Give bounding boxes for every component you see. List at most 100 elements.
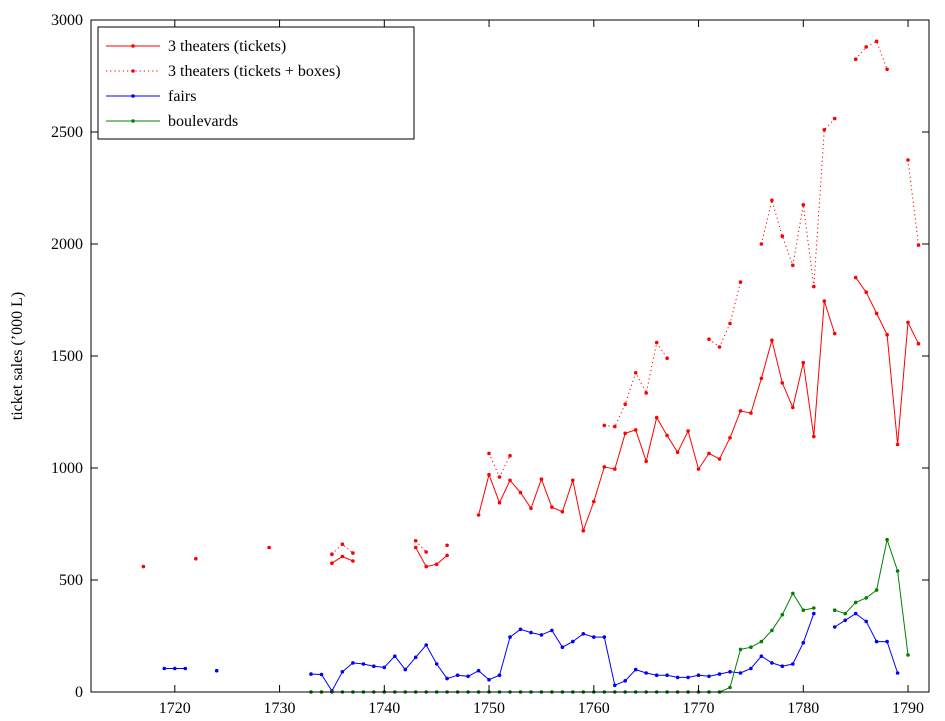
data-point (916, 341, 921, 346)
data-point (330, 561, 334, 565)
data-point (717, 457, 722, 461)
data-point (592, 635, 596, 639)
data-point (351, 551, 355, 555)
data-point (906, 653, 910, 657)
data-point (434, 662, 439, 666)
data-point (351, 661, 355, 665)
x-tick-label: 1780 (787, 700, 819, 717)
data-point (445, 676, 449, 681)
data-point (413, 539, 418, 543)
data-point (770, 628, 774, 633)
data-point (780, 234, 785, 238)
data-point (633, 371, 638, 375)
data-point (864, 290, 868, 295)
data-point (812, 606, 816, 610)
data-point (707, 337, 711, 342)
data-point (340, 670, 345, 674)
data-point (780, 381, 785, 385)
data-point (749, 666, 753, 671)
data-point (675, 450, 680, 455)
data-point (770, 338, 774, 343)
data-point (749, 411, 753, 415)
data-point (403, 667, 408, 672)
data-point (728, 670, 732, 674)
data-point (675, 675, 680, 680)
data-point (738, 280, 743, 284)
data-point (707, 674, 711, 679)
data-point (623, 431, 627, 436)
legend-label: 3 theaters (tickets + boxes) (168, 63, 341, 80)
legend-label: boulevards (168, 113, 238, 130)
data-point (393, 654, 397, 658)
series-line-segment (834, 537, 909, 656)
data-point (550, 628, 554, 633)
data-point (696, 673, 701, 677)
data-point (770, 661, 774, 665)
data-point (696, 467, 701, 471)
data-point (466, 674, 470, 679)
data-point (791, 263, 795, 268)
legend-label: fairs (168, 88, 196, 105)
data-point (434, 562, 439, 567)
data-point (560, 645, 565, 649)
data-point (801, 360, 806, 365)
data-point (497, 500, 502, 505)
data-point (654, 673, 659, 677)
data-point (906, 320, 910, 325)
data-point (780, 612, 785, 617)
data-point (592, 499, 596, 504)
data-point (518, 627, 523, 632)
y-tick-label: 3000 (51, 12, 83, 29)
data-point (654, 415, 659, 420)
series-line-segment (415, 547, 448, 568)
data-point (351, 559, 355, 563)
series-layer (141, 39, 921, 694)
data-point (476, 668, 481, 673)
data-point (267, 545, 271, 550)
series-fairs (162, 611, 900, 693)
data-point (623, 402, 627, 407)
series-line-segment (760, 118, 836, 287)
data-point (738, 409, 743, 413)
data-point (602, 423, 607, 428)
data-point (508, 478, 512, 483)
data-point (413, 545, 418, 550)
data-point (728, 436, 732, 440)
data-point (822, 299, 827, 303)
data-point (885, 639, 889, 644)
data-point (633, 428, 638, 432)
data-point (508, 453, 512, 458)
plot-frame (90, 19, 930, 693)
data-point (183, 666, 188, 671)
data-point (874, 39, 879, 44)
data-point (194, 556, 198, 561)
series-3-theaters-tickets-boxes- (141, 39, 921, 569)
data-point (759, 242, 764, 246)
data-point (843, 618, 847, 623)
data-point (707, 451, 711, 456)
data-point (780, 664, 785, 668)
data-point (864, 619, 868, 624)
data-point (455, 673, 460, 677)
data-point (812, 434, 816, 439)
data-point (874, 311, 879, 316)
data-point (812, 611, 816, 616)
data-point (895, 569, 900, 573)
data-point (508, 635, 512, 639)
data-point (832, 116, 837, 121)
data-point (571, 639, 575, 644)
data-point (665, 673, 669, 677)
data-point (885, 537, 889, 542)
data-point (602, 465, 607, 469)
data-point (885, 67, 889, 72)
data-point (801, 608, 806, 612)
axes-layer: 1720 1730 1740 1750 1760 1770 1780 1790 0 500 1000… (51, 12, 929, 717)
y-tick-label: 2000 (51, 236, 83, 253)
y-axis-title: ticket sales (’000 L) (9, 292, 26, 420)
data-point (686, 675, 690, 680)
data-point (801, 640, 806, 645)
data-point (801, 203, 806, 207)
data-point (759, 376, 764, 381)
data-point (832, 608, 837, 612)
